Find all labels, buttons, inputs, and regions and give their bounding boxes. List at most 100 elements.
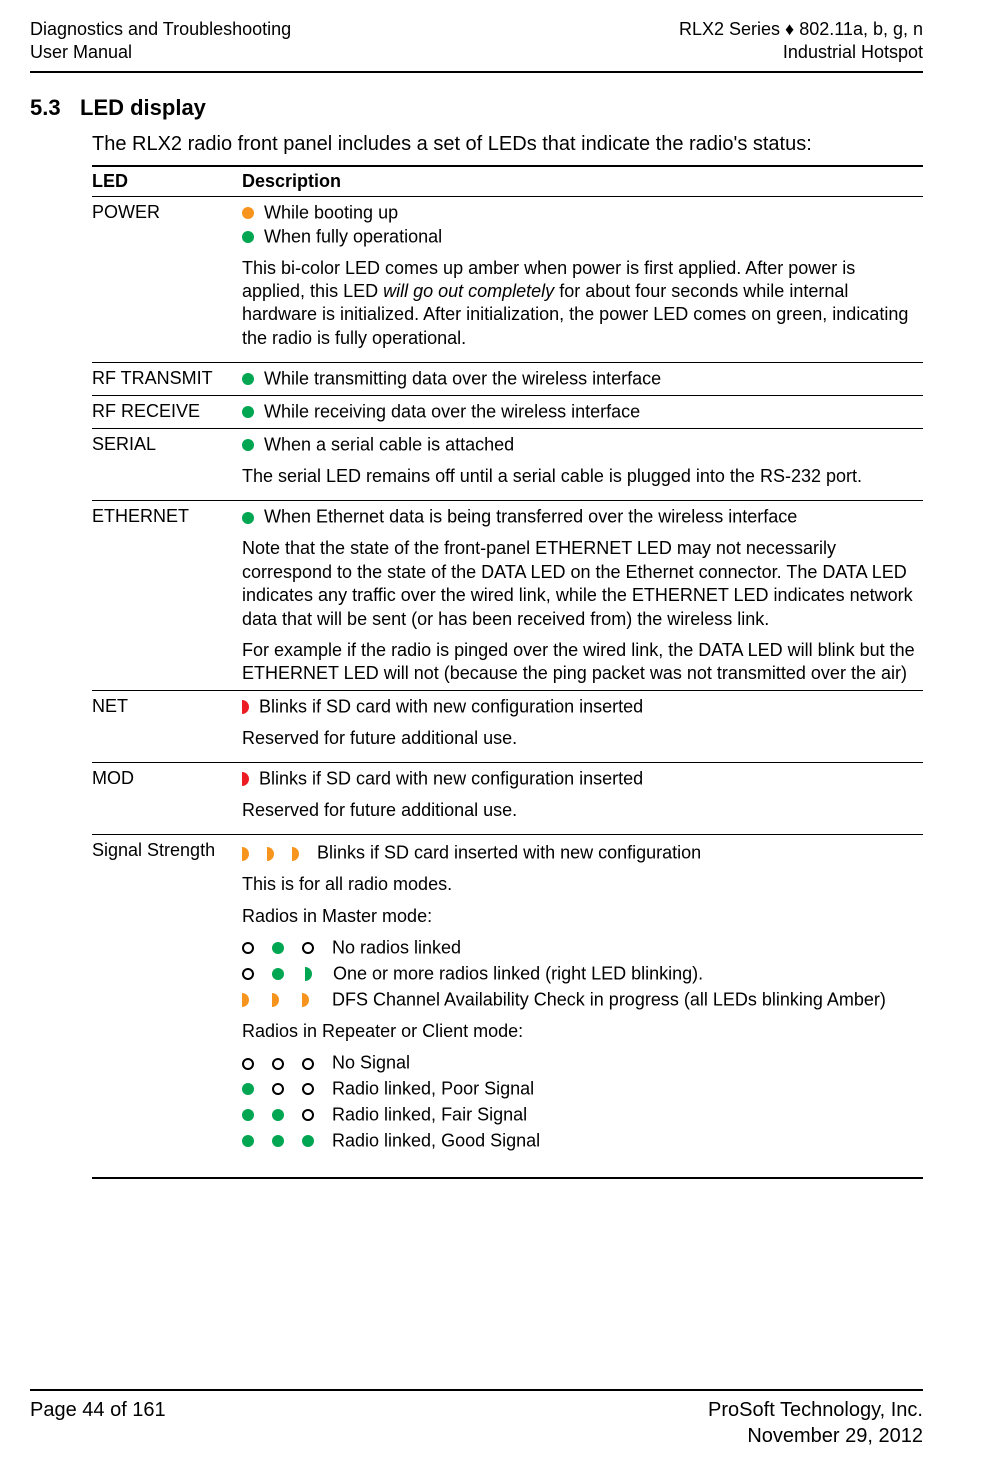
sig-m1-row: No radios linked [242,936,917,960]
bullet-line: While booting up [242,201,917,225]
bullet-line: When fully operational [242,225,917,249]
table-row: NET Blinks if SD card with new configura… [92,690,923,762]
serial-b1: When a serial cable is attached [264,435,514,455]
sig-m2-row: One or more radios linked (right LED bli… [242,962,917,986]
bullet-line: Blinks if SD card inserted with new conf… [242,841,917,865]
sig-r3: Radio linked, Fair Signal [332,1105,527,1125]
power-p1i: will go out completely [383,281,554,301]
led-amber-icon [242,207,254,219]
led-green-icon [242,512,254,524]
header-left-1: Diagnostics and Troubleshooting [30,18,291,41]
table-row: POWER While booting up When fully operat… [92,196,923,362]
sig-r4-row: Radio linked, Good Signal [242,1129,917,1153]
bullet-line: Blinks if SD card with new configuration… [242,695,917,719]
led-green-icon [242,373,254,385]
eth-p2: For example if the radio is pinged over … [242,639,917,686]
net-p1: Reserved for future additional use. [242,727,917,750]
table-row: MOD Blinks if SD card with new configura… [92,763,923,835]
header-left-2: User Manual [30,41,291,64]
table-row: Signal Strength Blinks if SD card insert… [92,835,923,1178]
sig-m2: One or more radios linked (right LED bli… [333,964,703,984]
header-rule [30,71,923,73]
table-header-led: LED [92,166,242,197]
bullet-line: When a serial cable is attached [242,433,917,457]
footer-right: ProSoft Technology, Inc. November 29, 20… [708,1397,923,1449]
footer-left: Page 44 of 161 [30,1397,166,1449]
sig-r2-row: Radio linked, Poor Signal [242,1077,917,1101]
led-name-mod: MOD [92,763,242,835]
sig-r1-row: No Signal [242,1051,917,1075]
header-right-1: RLX2 Series ♦ 802.11a, b, g, n [679,18,923,41]
sig-b1: Blinks if SD card inserted with new conf… [317,843,701,863]
power-b2: When fully operational [264,226,442,246]
led-green-icon [242,439,254,451]
bullet-line: Blinks if SD card with new configuration… [242,767,917,791]
led-desc-sig: Blinks if SD card inserted with new conf… [242,835,923,1178]
sig-p1: This is for all radio modes. [242,873,917,896]
led-amber-half-icon [272,993,279,1007]
led-name-rftx: RF TRANSMIT [92,363,242,396]
intro-paragraph: The RLX2 radio front panel includes a se… [92,131,923,157]
sig-m3: DFS Channel Availability Check in progre… [332,990,886,1010]
led-desc-rfrx: While receiving data over the wireless i… [242,396,923,429]
sig-r4: Radio linked, Good Signal [332,1131,540,1151]
led-off-icon [242,942,254,954]
table-row: SERIAL When a serial cable is attached T… [92,429,923,501]
page-header: Diagnostics and Troubleshooting User Man… [30,18,923,65]
led-desc-net: Blinks if SD card with new configuration… [242,690,923,762]
bullet-line: While receiving data over the wireless i… [242,400,917,424]
led-off-icon [302,1083,314,1095]
bullet-line: While transmitting data over the wireles… [242,367,917,391]
footer-rule [30,1389,923,1391]
led-off-icon [302,1109,314,1121]
led-desc-serial: When a serial cable is attached The seri… [242,429,923,501]
net-b1: Blinks if SD card with new configuration… [259,696,643,716]
led-off-icon [272,1083,284,1095]
led-green-icon [242,1083,254,1095]
led-desc-rftx: While transmitting data over the wireles… [242,363,923,396]
led-green-icon [272,942,284,954]
led-red-half-icon [242,772,249,786]
led-name-eth: ETHERNET [92,501,242,690]
led-green-half-icon [305,967,312,981]
led-name-power: POWER [92,196,242,362]
led-green-icon [242,231,254,243]
bullet-line: When Ethernet data is being transferred … [242,505,917,529]
power-para: This bi-color LED comes up amber when po… [242,257,917,351]
table-row: ETHERNET When Ethernet data is being tra… [92,501,923,690]
led-green-icon [242,1135,254,1147]
sig-r3-row: Radio linked, Fair Signal [242,1103,917,1127]
table-header-desc: Description [242,166,923,197]
rftx-b1: While transmitting data over the wireles… [264,369,661,389]
led-name-net: NET [92,690,242,762]
led-amber-half-icon [292,847,299,861]
serial-p1: The serial LED remains off until a seria… [242,465,917,488]
led-green-icon [302,1135,314,1147]
footer-right-2: November 29, 2012 [708,1423,923,1449]
header-left: Diagnostics and Troubleshooting User Man… [30,18,291,65]
led-red-half-icon [242,700,249,714]
led-off-icon [272,1058,284,1070]
led-green-icon [272,968,284,980]
led-off-icon [242,1058,254,1070]
sig-m3-row: DFS Channel Availability Check in progre… [242,988,917,1012]
table-row: RF RECEIVE While receiving data over the… [92,396,923,429]
sig-m1: No radios linked [332,938,461,958]
footer-right-1: ProSoft Technology, Inc. [708,1397,923,1423]
led-green-icon [272,1135,284,1147]
led-desc-power: While booting up When fully operational … [242,196,923,362]
power-b1: While booting up [264,202,398,222]
led-off-icon [302,1058,314,1070]
led-green-icon [242,406,254,418]
header-right: RLX2 Series ♦ 802.11a, b, g, n Industria… [679,18,923,65]
led-amber-half-icon [242,993,249,1007]
led-name-sig: Signal Strength [92,835,242,1178]
section-heading: 5.3LED display [30,95,923,121]
led-amber-half-icon [242,847,249,861]
table-row: RF TRANSMIT While transmitting data over… [92,363,923,396]
page-footer: Page 44 of 161 ProSoft Technology, Inc. … [30,1389,923,1449]
eth-p1: Note that the state of the front-panel E… [242,537,917,631]
led-table: LED Description POWER While booting up W… [92,165,923,1179]
sig-r1: No Signal [332,1053,410,1073]
led-off-icon [242,968,254,980]
